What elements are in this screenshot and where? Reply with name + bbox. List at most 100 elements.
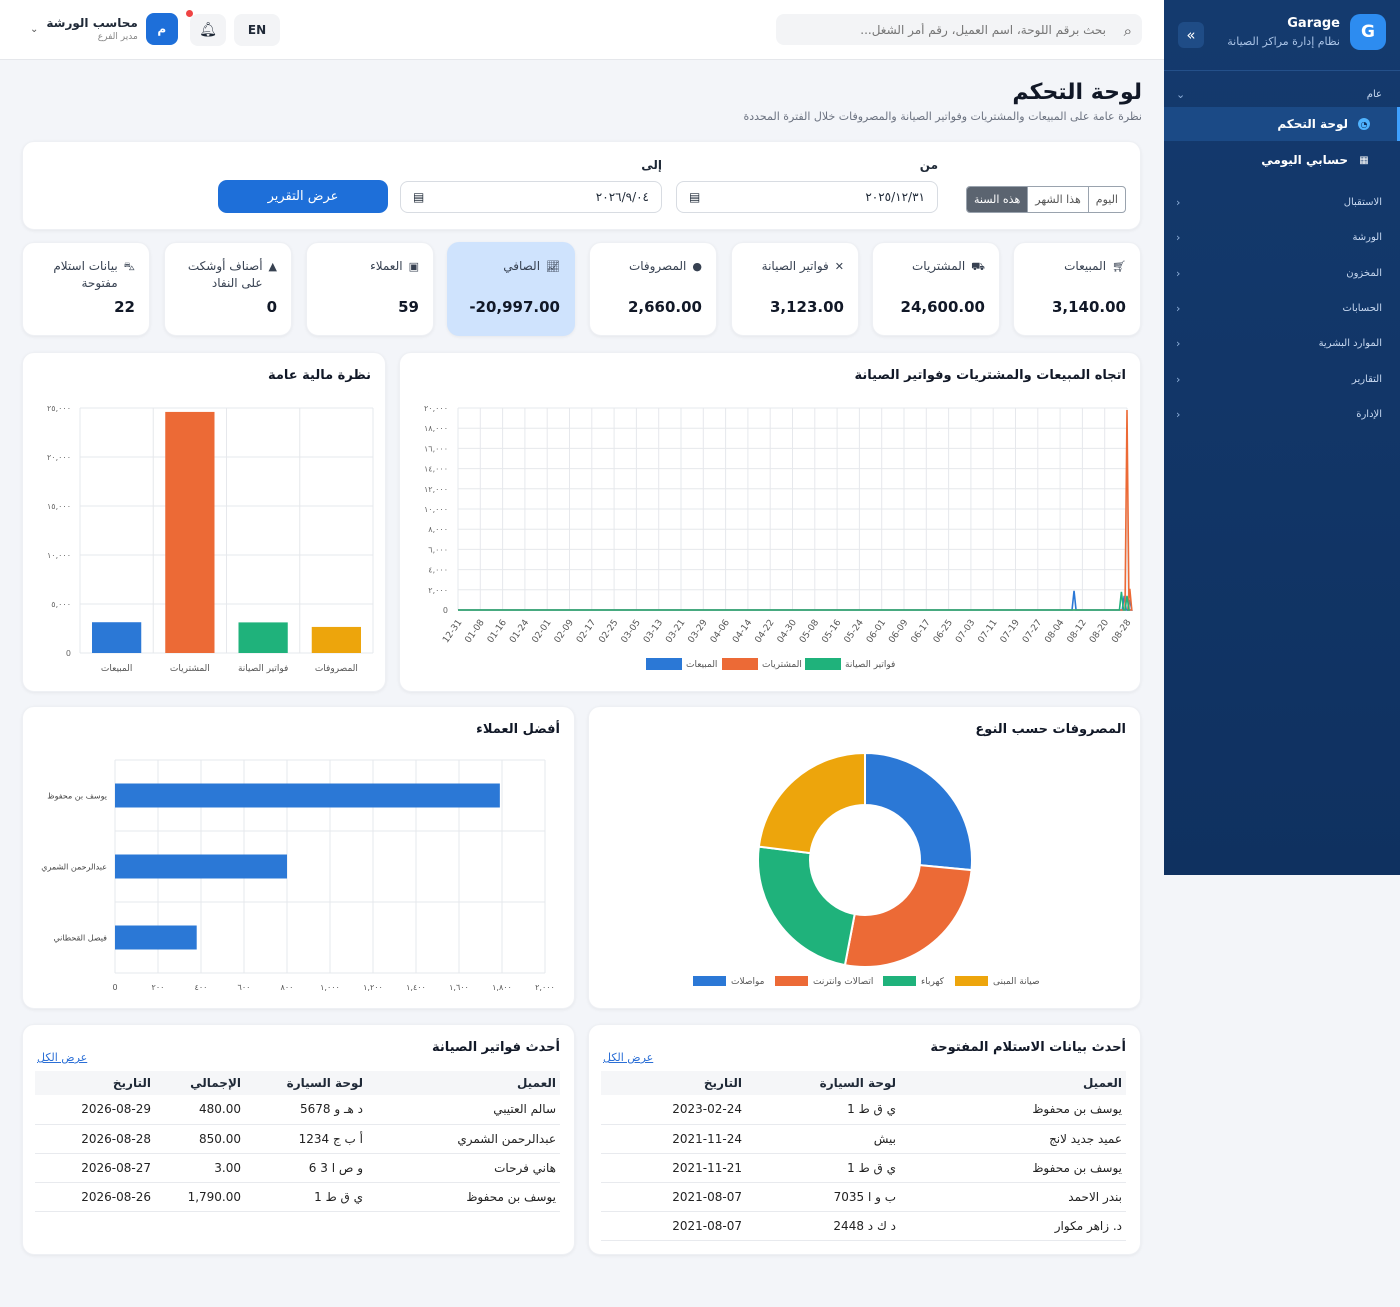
- period-today-button[interactable]: اليوم: [1087, 187, 1125, 212]
- sidebar-group-workshop[interactable]: الورشة ‹: [1176, 227, 1382, 247]
- x-tick-label: ١,٢٠٠: [363, 983, 383, 992]
- cell-customer: يوسف بن محفوظ: [367, 1182, 560, 1212]
- cell-plate: ي ق ط 1: [245, 1182, 367, 1212]
- sidebar-group-label: الموارد البشرية: [1318, 337, 1382, 349]
- sidebar-group-reports[interactable]: التقارير ‹: [1176, 369, 1382, 389]
- cell-customer: بندر الاحمد: [900, 1182, 1126, 1212]
- x-tick-label: 03-21: [664, 618, 687, 645]
- table-row[interactable]: سالم العتيبي د هـ و 5678 480.00 2026-08-29: [35, 1095, 560, 1125]
- x-tick-label: 03-29: [687, 618, 710, 645]
- sidebar-group-hr[interactable]: الموارد البشرية ‹: [1176, 333, 1382, 353]
- sidebar-group-reception[interactable]: الاستقبال ‹: [1176, 192, 1382, 212]
- from-date-field[interactable]: ٢٠٢٥/١٢/٣١ ▤: [676, 181, 938, 213]
- y-tick-label: ٨,٠٠٠: [428, 525, 448, 534]
- show-report-button[interactable]: عرض التقرير: [218, 180, 388, 213]
- chevron-left-icon: ‹: [1176, 266, 1181, 280]
- x-tick-label: 05-24: [843, 618, 866, 645]
- chart-title: المصروفات حسب النوع: [975, 722, 1126, 737]
- legend-label: المبيعات: [686, 660, 717, 670]
- sidebar-group-general[interactable]: عام ⌄: [1176, 84, 1382, 104]
- table-row[interactable]: عميد جديد لانج بيش 2021-11-24: [601, 1124, 1126, 1154]
- stat-card-open-receipts[interactable]: ⛍ بيانات استلام مفتوحة 22: [22, 242, 150, 336]
- x-tick-label: 02-25: [597, 618, 620, 645]
- period-this-month-button[interactable]: هذا الشهر: [1027, 187, 1088, 212]
- legend-swatch: [646, 658, 682, 670]
- from-date-value: ٢٠٢٥/١٢/٣١: [865, 190, 925, 204]
- table-row[interactable]: يوسف بن محفوظ ي ق ط 1 2021-11-21: [601, 1153, 1126, 1183]
- x-tick-label: ١,٦٠٠: [449, 983, 469, 992]
- stat-value: -20,997.00: [469, 298, 560, 316]
- bell-icon: 🔔︎: [199, 22, 217, 38]
- maintenance-invoices-card: أحدث فواتير الصيانة عرض الكل العميل لوحة…: [22, 1024, 575, 1255]
- sidebar-group-admin[interactable]: الإدارة ‹: [1176, 404, 1382, 424]
- legend-swatch: [693, 976, 726, 986]
- user-menu[interactable]: م محاسب الورشة مدير الفرع ⌄: [30, 13, 178, 45]
- table-row[interactable]: بندر الاحمد ب و ا 7035 2021-08-07: [601, 1182, 1126, 1212]
- chart-title: نظرة مالية عامة: [267, 368, 371, 383]
- cell-customer: هاني فرحات: [367, 1153, 560, 1183]
- cell-plate: د هـ و 5678: [245, 1095, 367, 1125]
- sidebar-group-accounts[interactable]: الحسابات ‹: [1176, 298, 1382, 318]
- y-tick-label: ١٦,٠٠٠: [424, 444, 448, 453]
- x-tick-label: 06-17: [910, 618, 933, 645]
- sidebar: G Garage نظام إدارة مراكز الصيانة » عام …: [1164, 0, 1400, 875]
- sidebar-item-dashboard[interactable]: ◔ لوحة التحكم: [1164, 107, 1400, 141]
- table-row[interactable]: يوسف بن محفوظ ي ق ط 1 1,790.00 2026-08-26: [35, 1182, 560, 1212]
- view-all-receipts-link[interactable]: عرض الكل: [603, 1051, 654, 1064]
- table-row[interactable]: يوسف بن محفوظ ي ق ط 1 2023-02-24: [601, 1095, 1126, 1125]
- tools-icon: ✕: [834, 260, 844, 273]
- cell-plate: أ ب ج 1234: [245, 1124, 367, 1154]
- stat-card-maintenance-invoices[interactable]: ✕ فواتير الصيانة 3,123.00: [731, 242, 859, 336]
- collapse-sidebar-button[interactable]: »: [1178, 22, 1204, 48]
- language-toggle-button[interactable]: EN: [234, 14, 280, 46]
- trend-chart-card: اتجاه المبيعات والمشتريات وفواتير الصيان…: [399, 352, 1141, 692]
- stat-card-expenses[interactable]: ● المصروفات 2,660.00: [589, 242, 717, 336]
- stat-card-customers[interactable]: ▣ العملاء 59: [306, 242, 434, 336]
- sidebar-item-my-daily-account[interactable]: ▦ حسابي اليومي: [1164, 143, 1400, 177]
- x-tick-label: 08-28: [1110, 618, 1133, 645]
- x-tick-label: 05-16: [820, 618, 843, 645]
- period-this-year-button[interactable]: هذه السنة: [966, 187, 1028, 212]
- money-bag-icon: ●: [692, 260, 702, 273]
- search-box[interactable]: ⌕: [776, 14, 1142, 45]
- x-tick-label: 04-14: [731, 618, 754, 645]
- table-row[interactable]: هاني فرحات و ص ا 3 6 3.00 2026-08-27: [35, 1153, 560, 1183]
- cell-date: 2026-08-27: [35, 1153, 155, 1183]
- chevron-left-icon: ‹: [1176, 230, 1181, 244]
- stat-card-net[interactable]: 📈︎ الصافي -20,997.00: [447, 242, 575, 336]
- x-tick-label: ٢,٠٠٠: [535, 983, 555, 992]
- cell-total: 1,790.00: [155, 1182, 245, 1212]
- page-title: لوحة التحكم: [1012, 80, 1142, 105]
- x-tick-label: ١,٤٠٠: [406, 983, 426, 992]
- table-row[interactable]: د. زاهر مكوار د ك د 2448 2021-08-07: [601, 1211, 1126, 1241]
- search-input[interactable]: [786, 22, 1106, 37]
- legend-label: صيانة المبنى: [993, 977, 1040, 987]
- legend-swatch: [722, 658, 758, 670]
- x-tick-label: المشتريات: [170, 664, 210, 674]
- x-tick-label: 06-25: [932, 618, 955, 645]
- y-tick-label: يوسف بن محفوظ: [47, 792, 107, 801]
- calendar-icon: ▤: [689, 190, 701, 204]
- notifications-button[interactable]: 🔔︎: [190, 14, 226, 46]
- view-all-invoices-link[interactable]: عرض الكل: [37, 1051, 88, 1064]
- warning-icon: ▲: [268, 260, 277, 273]
- cell-plate: ي ق ط 1: [746, 1153, 900, 1183]
- table-row[interactable]: عبدالرحمن الشمري أ ب ج 1234 850.00 2026-08-…: [35, 1124, 560, 1154]
- y-tick-label: ١٨,٠٠٠: [424, 424, 448, 433]
- legend-label: المشتريات: [762, 660, 802, 670]
- legend-swatch: [883, 976, 916, 986]
- legend-label: مواصلات: [731, 977, 765, 987]
- user-role: مدير الفرع: [97, 32, 138, 42]
- stat-card-purchases[interactable]: ⛟ المشتريات 24,600.00: [872, 242, 1000, 336]
- double-chevron-icon: »: [1186, 26, 1196, 44]
- filter-card: اليوم هذا الشهر هذه السنة من إلى ٢٠٢٥/١٢…: [22, 141, 1141, 230]
- topbar: ⌕ EN 🔔︎ م محاسب الورشة مدير الفرع ⌄: [0, 0, 1164, 60]
- cell-customer: د. زاهر مكوار: [900, 1211, 1126, 1241]
- sidebar-group-inventory[interactable]: المخزون ‹: [1176, 263, 1382, 283]
- x-tick-label: 05-08: [798, 618, 821, 645]
- stat-card-sales[interactable]: 🛒︎ المبيعات 3,140.00: [1013, 242, 1141, 336]
- to-date-field[interactable]: ٢٠٢٦/٩/٠٤ ▤: [400, 181, 662, 213]
- stat-card-low-stock[interactable]: ▲ أصناف أوشكت على النفاد 0: [164, 242, 292, 336]
- x-tick-label: ٦٠٠: [238, 983, 251, 992]
- x-tick-label: 08-04: [1043, 618, 1066, 645]
